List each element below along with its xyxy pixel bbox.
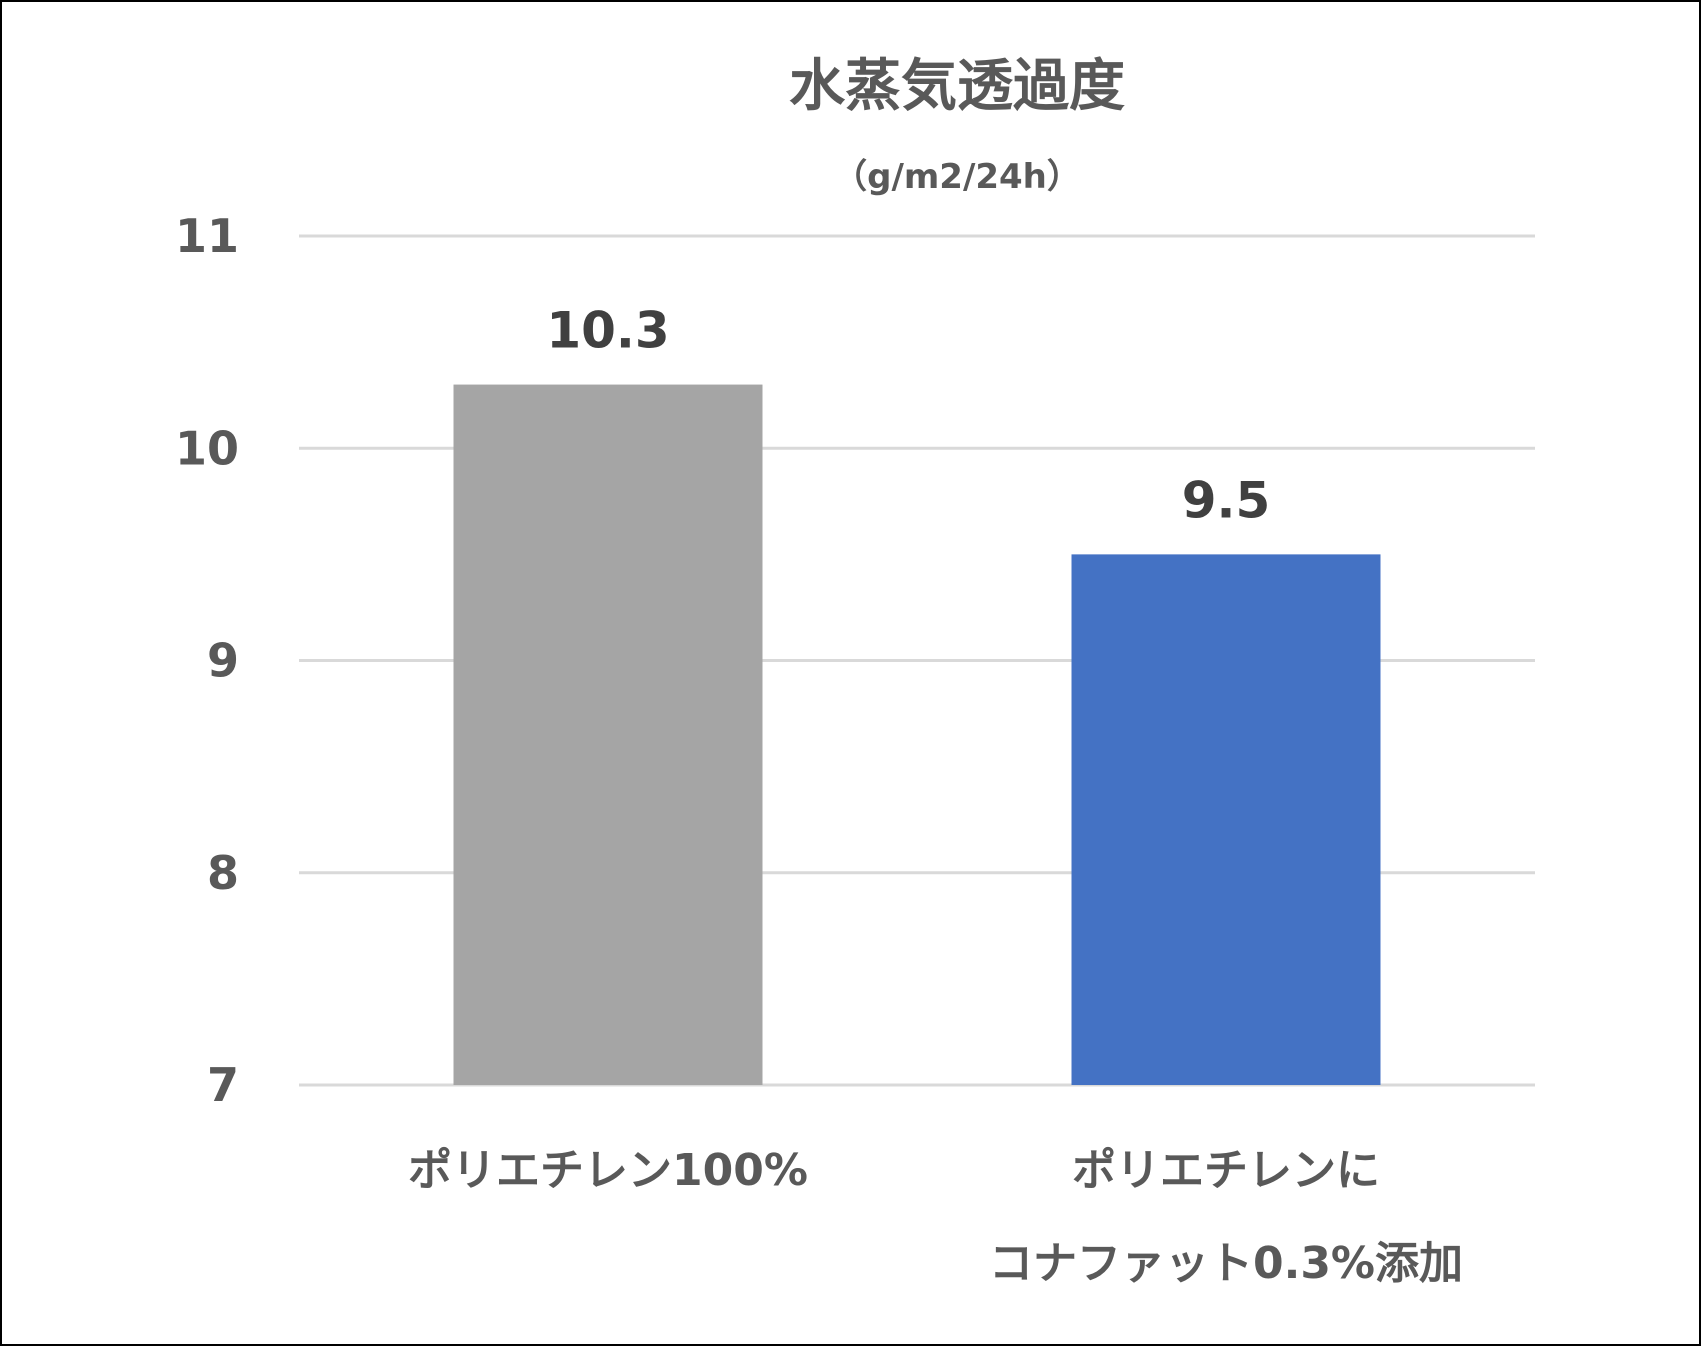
data-labels: 10.3 9.5 xyxy=(546,302,1270,530)
bar xyxy=(453,384,763,1085)
x-category-label: ポリエチレンに xyxy=(1072,1145,1380,1196)
y-tick-label: 8 xyxy=(207,846,239,900)
data-label: 10.3 xyxy=(546,302,669,360)
chart-title: 水蒸気透過度 xyxy=(789,54,1125,119)
y-tick-label: 9 xyxy=(207,634,239,688)
chart-subtitle: （g/m2/24h） xyxy=(833,157,1081,197)
bars xyxy=(453,384,1381,1085)
y-tick-label: 11 xyxy=(175,209,239,263)
data-label: 9.5 xyxy=(1182,471,1271,529)
x-category-label: コナファット0.3%添加 xyxy=(989,1238,1463,1289)
y-tick-label: 7 xyxy=(207,1058,239,1112)
x-category-label: ポリエチレン100% xyxy=(408,1145,808,1196)
bar xyxy=(1071,554,1381,1085)
y-tick-label: 10 xyxy=(175,421,239,475)
y-axis-ticks: 7 8 9 10 11 xyxy=(175,209,239,1112)
